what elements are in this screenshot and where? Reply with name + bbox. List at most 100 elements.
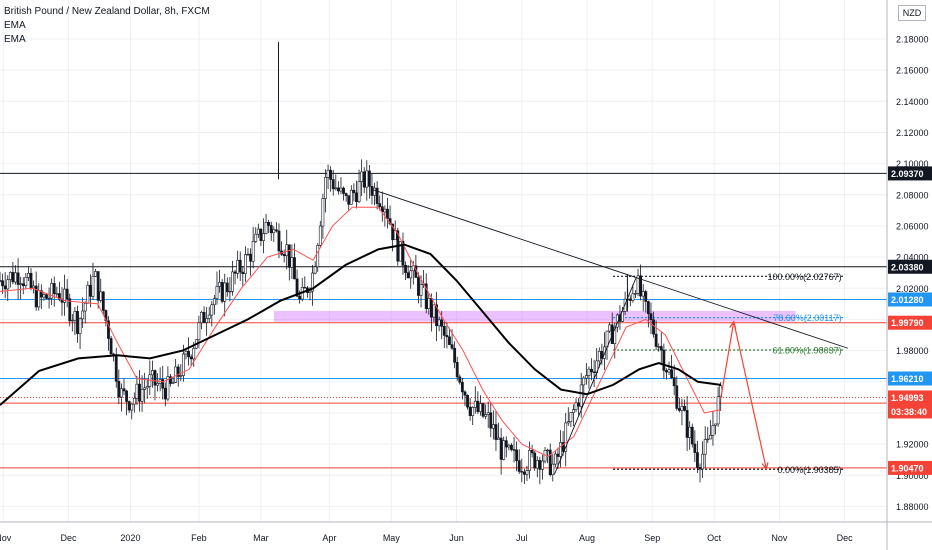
candle-body [86, 284, 90, 304]
candle-body [215, 285, 219, 299]
ema-fast-legend[interactable]: EMA [4, 20, 26, 31]
candle-body [269, 225, 273, 234]
candle-body [355, 192, 358, 203]
candle-body [494, 424, 498, 440]
time-tick-label: Feb [191, 533, 207, 543]
candle-body [344, 193, 348, 196]
candle-body [528, 450, 531, 471]
candle-body [287, 244, 291, 268]
candle-body [174, 366, 178, 383]
candle-body [78, 318, 82, 334]
candle-body [135, 383, 139, 399]
fib-level-label: 61.80%(1.98037) [773, 346, 842, 356]
candle-body [171, 382, 175, 384]
level-price-tag: 2.01280 [891, 295, 924, 305]
candle-body [367, 170, 371, 187]
time-tick-label: Sep [644, 533, 660, 543]
candle-body [202, 311, 206, 323]
candle-body [685, 410, 689, 438]
supply-zone-box [273, 310, 796, 322]
candle-body [453, 347, 457, 363]
candle-body [109, 338, 113, 355]
candle-body [336, 187, 340, 192]
candle-body [714, 423, 717, 426]
candle-body [83, 303, 87, 312]
candle-body [375, 187, 379, 204]
candle-body [163, 387, 167, 400]
candle-body [468, 406, 472, 416]
symbol-title[interactable]: British Pound / New Zealand Dollar, 8h, … [4, 6, 210, 17]
time-tick-label: Aug [579, 533, 595, 543]
candle-body [631, 293, 635, 301]
descending-trendline [371, 188, 849, 349]
candle-body [342, 187, 345, 194]
candle-body [696, 452, 699, 468]
candle-body [39, 290, 43, 298]
candle-body [569, 412, 573, 422]
candle-body [582, 377, 586, 386]
candle-body [55, 293, 59, 295]
candle-body [251, 241, 255, 262]
candle-body [3, 285, 7, 290]
candle-body [91, 276, 95, 297]
candle-body [21, 283, 25, 287]
candle-body [24, 277, 28, 287]
candle-body [259, 228, 263, 241]
ema-slow-legend[interactable]: EMA [4, 34, 26, 45]
price-tick-label: 2.18000 [896, 34, 929, 44]
candle-body [471, 407, 475, 416]
candle-body [236, 259, 240, 274]
candle-body [644, 291, 648, 302]
current-price-tag-bg [888, 390, 932, 405]
candle-body [29, 272, 33, 289]
horizontal-levels [0, 172, 887, 469]
candle-body [329, 169, 333, 180]
level-price-tag-bg [888, 315, 932, 330]
candle-body [484, 414, 488, 417]
candle-body [52, 283, 56, 294]
candle-body [404, 265, 407, 273]
candle-body [114, 354, 118, 382]
candle-body [37, 290, 41, 308]
candle-body [166, 376, 170, 400]
rising-trendline [553, 277, 637, 475]
price-tick-label: 2.16000 [896, 66, 929, 76]
candle-body [530, 450, 534, 454]
candle-body [693, 443, 697, 453]
candle-body [572, 409, 575, 413]
time-axis[interactable]: Nov Dec 2020 Feb Mar Apr May Jun Jul Aug Sep Oct Nov… [0, 521, 932, 543]
fib-level-label: 78.60%(2.00117) [773, 313, 841, 323]
candle-body [132, 397, 136, 405]
countdown-tag-bg [888, 404, 932, 419]
candle-body [63, 288, 66, 303]
currency-badge[interactable]: NZD [898, 5, 926, 21]
candle-body [151, 370, 154, 376]
time-tick-label: Apr [322, 533, 336, 543]
candle-body [548, 449, 552, 476]
time-tick-label: Oct [707, 533, 722, 543]
candle-body [212, 298, 216, 306]
candle-body [282, 254, 286, 257]
candle-body [143, 387, 147, 390]
candle-body [1, 280, 4, 287]
level-price-tag-bg [888, 259, 932, 274]
candle-body [298, 295, 302, 300]
candle-body [556, 453, 560, 457]
candle-body [6, 279, 10, 290]
candle-body [254, 233, 258, 242]
candle-body [19, 283, 23, 285]
projection-arrows [720, 320, 769, 471]
fib-level-label: 0.00%(1.90385) [778, 465, 842, 475]
candle-body [352, 189, 356, 194]
candle-body [628, 298, 632, 301]
candle-body [504, 440, 508, 448]
candle-body [592, 371, 596, 374]
candle-body [566, 421, 570, 424]
candle-body [285, 244, 289, 257]
candle-body [440, 319, 444, 327]
candle-body [357, 181, 361, 203]
candle-body [391, 223, 395, 241]
candle-body [8, 272, 12, 280]
candle-body [140, 389, 144, 402]
